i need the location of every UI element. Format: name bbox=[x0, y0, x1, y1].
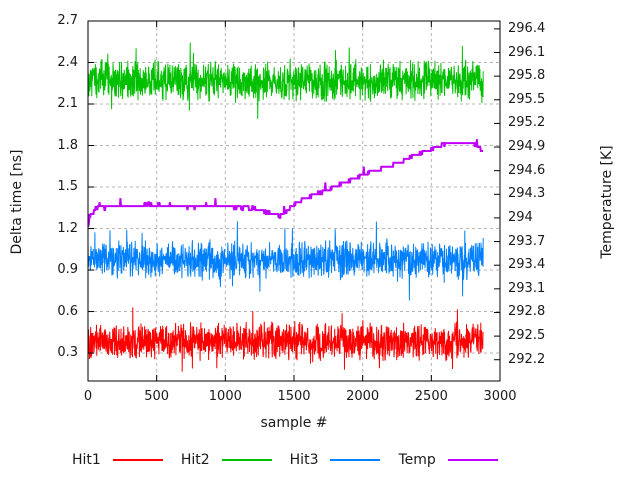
x-tick-label: 500 bbox=[144, 389, 170, 404]
y-right-tick-label: 295.2 bbox=[508, 115, 546, 131]
series-hit2-line bbox=[87, 42, 484, 119]
y-left-tick-label: 2.1 bbox=[57, 96, 78, 111]
legend-label-hit1: Hit1 bbox=[72, 452, 101, 468]
legend-line-sample-temp bbox=[447, 459, 498, 461]
y-right-tick-label: 294.6 bbox=[508, 162, 546, 178]
x-tick-label: 1500 bbox=[277, 389, 311, 404]
legend-label-hit3: Hit3 bbox=[289, 452, 319, 468]
y-left-tick-label: 1.2 bbox=[57, 220, 78, 236]
legend-item-temp: Temp bbox=[398, 452, 498, 468]
x-axis-label: sample # bbox=[260, 415, 328, 431]
y-right-tick-label: 293.7 bbox=[508, 233, 546, 249]
y-right-tick-label: 296.1 bbox=[508, 44, 546, 60]
y-left-tick-label: 1.8 bbox=[57, 137, 78, 153]
legend: Hit1 Hit2 Hit3 Temp bbox=[72, 452, 498, 468]
legend-line-sample-hit2 bbox=[221, 459, 272, 461]
y-right-tick-label: 294.3 bbox=[508, 186, 546, 202]
y-left-tick-label: 1.5 bbox=[57, 179, 78, 195]
y-axis-label-left: Delta time [ns] bbox=[9, 149, 25, 255]
y-right-tick-label: 295.5 bbox=[508, 91, 546, 107]
y-right-tick-label: 295.8 bbox=[508, 68, 546, 84]
series-hit3-line bbox=[87, 221, 484, 301]
legend-label-hit2: Hit2 bbox=[180, 452, 210, 468]
y-right-tick-label: 294.9 bbox=[508, 139, 546, 155]
y-right-tick-label: 294 bbox=[508, 209, 533, 225]
series-temp-line bbox=[87, 139, 483, 227]
legend-line-sample-hit1 bbox=[112, 459, 163, 461]
y-right-tick-label: 296.4 bbox=[508, 20, 546, 36]
legend-label-temp: Temp bbox=[398, 452, 436, 468]
x-tick-label: 2500 bbox=[414, 389, 448, 404]
y-right-tick-label: 292.5 bbox=[508, 328, 546, 344]
y-axis-label-right: Temperature [K] bbox=[599, 145, 615, 259]
y-right-tick-label: 292.2 bbox=[508, 351, 546, 367]
legend-line-sample-hit3 bbox=[330, 459, 381, 461]
x-tick-label: 3000 bbox=[483, 389, 517, 404]
y-left-tick-label: 0.9 bbox=[57, 262, 78, 278]
y-left-tick-label: 0.3 bbox=[57, 345, 78, 361]
y-left-tick-label: 2.7 bbox=[57, 13, 78, 28]
x-tick-label: 1000 bbox=[208, 389, 242, 404]
x-tick-label: 2000 bbox=[346, 389, 380, 404]
y-left-tick-label: 2.4 bbox=[57, 54, 78, 70]
y-right-tick-label: 292.8 bbox=[508, 304, 546, 320]
legend-item-hit3: Hit3 bbox=[290, 452, 381, 468]
y-left-tick-label: 0.6 bbox=[57, 303, 78, 319]
legend-item-hit1: Hit1 bbox=[72, 452, 163, 468]
y-right-tick-label: 293.1 bbox=[508, 280, 546, 296]
series-hit1-line bbox=[87, 307, 484, 372]
x-tick-label: 0 bbox=[83, 389, 93, 404]
legend-item-hit2: Hit2 bbox=[181, 452, 272, 468]
y-right-tick-label: 293.4 bbox=[508, 257, 546, 273]
